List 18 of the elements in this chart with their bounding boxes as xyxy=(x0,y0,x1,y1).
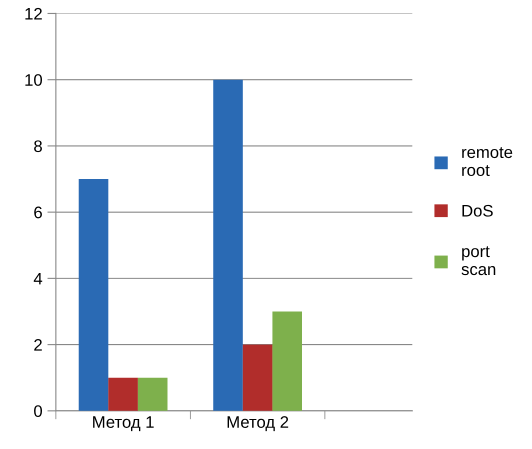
y-tick-label: 4 xyxy=(34,272,42,284)
y-tick-label: 10 xyxy=(25,74,42,86)
bar xyxy=(78,179,108,411)
x-tick-label: Метод 1 xyxy=(93,416,154,432)
y-tick-label: 0 xyxy=(34,405,42,418)
bar xyxy=(138,378,168,411)
legend-label: remote root xyxy=(462,147,512,176)
y-tick-label: 8 xyxy=(34,140,42,152)
legend-label: port scan xyxy=(462,246,496,276)
bar xyxy=(272,311,302,411)
y-tick-label: 12 xyxy=(25,8,42,20)
y-tick-label: 2 xyxy=(34,339,42,351)
bar xyxy=(242,344,272,411)
bar xyxy=(213,80,243,411)
bar xyxy=(108,378,138,411)
y-tick-label: 6 xyxy=(34,206,42,218)
legend-label: DoS xyxy=(462,204,493,217)
x-tick-label: Метод 2 xyxy=(228,416,288,432)
